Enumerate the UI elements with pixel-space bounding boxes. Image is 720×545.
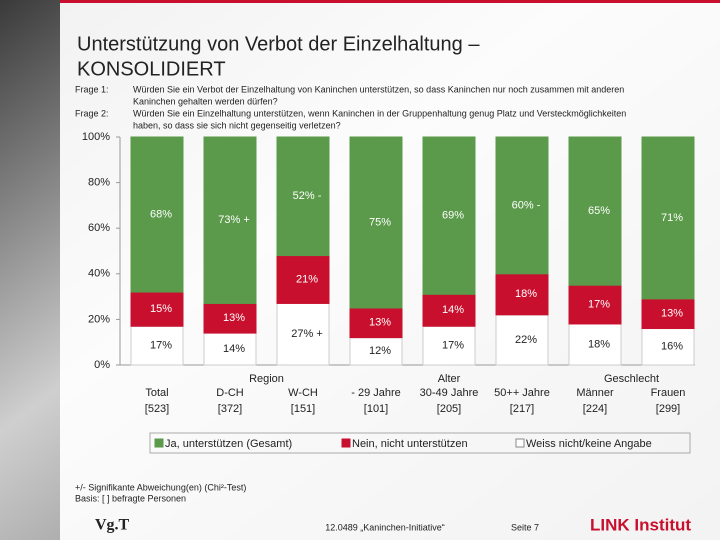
- question-text: Würden Sie ein Einzelhaltung unterstütze…: [133, 108, 626, 118]
- footnote: +/- Signifikante Abweichung(en) (Chi²-Te…: [75, 482, 246, 492]
- base-label: [205]: [437, 403, 461, 415]
- bar-segment: [495, 136, 549, 275]
- legend-box: [149, 432, 691, 454]
- data-label: 22%: [515, 334, 537, 346]
- bar-segment: [276, 136, 330, 257]
- group-label: Alter: [438, 373, 461, 385]
- question-text: Würden Sie ein Verbot der Einzelhaltung …: [133, 84, 624, 94]
- x-tick-label: D-CH: [216, 387, 244, 399]
- bar-segment: [568, 136, 622, 286]
- base-label: [217]: [510, 403, 534, 415]
- legend-label: Weiss nicht/keine Angabe: [526, 438, 652, 450]
- data-label: 13%: [223, 312, 245, 324]
- data-label: 65%: [588, 205, 610, 217]
- bar-segment: [422, 136, 476, 295]
- base-label: [523]: [145, 403, 169, 415]
- data-label: 15%: [150, 303, 172, 315]
- legend-swatch: [341, 438, 351, 448]
- x-tick-label: W-CH: [288, 387, 318, 399]
- group-label: Geschlecht: [604, 373, 659, 385]
- data-label: 17%: [588, 298, 610, 310]
- base-label: [151]: [291, 403, 315, 415]
- data-label: 73% +: [218, 214, 250, 226]
- data-label: 17%: [442, 340, 464, 352]
- data-label: 68%: [150, 208, 172, 220]
- legend-swatch: [154, 438, 164, 448]
- question-label: Frage 2:: [75, 108, 109, 118]
- data-label: 69%: [442, 210, 464, 222]
- title: Unterstützung von Verbot der Einzelhaltu…: [77, 33, 480, 55]
- data-label: 18%: [515, 288, 537, 300]
- footnote: Basis: [ ] befragte Personen: [75, 493, 186, 503]
- question-label: Frage 1:: [75, 84, 109, 94]
- bar-segment: [349, 136, 403, 309]
- bar-segment: [203, 332, 257, 366]
- data-label: 13%: [369, 317, 391, 329]
- y-tick-label: 60%: [88, 222, 110, 234]
- x-tick-label: - 29 Jahre: [351, 387, 401, 399]
- question-text: Kaninchen gehalten werden dürfen?: [133, 96, 278, 106]
- data-label: 17%: [150, 340, 172, 352]
- bar-segment: [349, 307, 403, 339]
- data-label: 14%: [442, 304, 464, 316]
- x-tick-label: Total: [145, 387, 168, 399]
- base-label: [372]: [218, 403, 242, 415]
- data-label: 71%: [661, 212, 683, 224]
- bar-segment: [641, 136, 695, 300]
- legend-label: Nein, nicht unterstützen: [352, 438, 468, 450]
- y-tick-label: 20%: [88, 313, 110, 325]
- bar-segment: [495, 273, 549, 316]
- base-label: [101]: [364, 403, 388, 415]
- base-label: [224]: [583, 403, 607, 415]
- data-label: 60% -: [512, 199, 541, 211]
- data-label: 52% -: [293, 190, 322, 202]
- bar-segment: [203, 136, 257, 304]
- x-tick-label: 50++ Jahre: [494, 387, 550, 399]
- group-label: Region: [249, 373, 284, 385]
- data-label: 21%: [296, 273, 318, 285]
- footer-left: Vg.T: [95, 517, 130, 534]
- data-label: 18%: [588, 338, 610, 350]
- base-label: [299]: [656, 403, 680, 415]
- x-tick-label: Frauen: [651, 387, 686, 399]
- x-tick-label: 30-49 Jahre: [420, 387, 479, 399]
- data-label: 13%: [661, 308, 683, 320]
- bar-segment: [130, 325, 184, 366]
- data-label: 27% +: [291, 328, 323, 340]
- bar-segment: [568, 323, 622, 366]
- y-tick-label: 100%: [82, 131, 110, 143]
- bar-segment: [422, 293, 476, 327]
- data-label: 12%: [369, 345, 391, 357]
- bar-segment: [641, 328, 695, 366]
- data-label: 75%: [369, 216, 391, 228]
- top-rule: [60, 0, 720, 3]
- y-tick-label: 0%: [94, 359, 110, 371]
- bar-segment: [349, 337, 403, 366]
- bar-segment: [130, 136, 184, 293]
- legend-label: Ja, unterstützen (Gesamt): [165, 438, 292, 450]
- legend-swatch: [515, 438, 525, 448]
- title: KONSOLIDIERT: [77, 58, 226, 80]
- y-tick-label: 80%: [88, 177, 110, 189]
- footer-page: Seite 7: [511, 522, 539, 532]
- data-label: 16%: [661, 341, 683, 353]
- bar-segment: [130, 291, 184, 327]
- x-tick-label: Männer: [576, 387, 614, 399]
- footer-logo: LINK Institut: [590, 515, 691, 534]
- data-label: 14%: [223, 343, 245, 355]
- y-tick-label: 40%: [88, 268, 110, 280]
- question-text: haben, so dass sie sich nicht gegenseiti…: [133, 120, 341, 130]
- footer-center: 12.0489 „Kaninchen-Initiative“: [325, 522, 445, 532]
